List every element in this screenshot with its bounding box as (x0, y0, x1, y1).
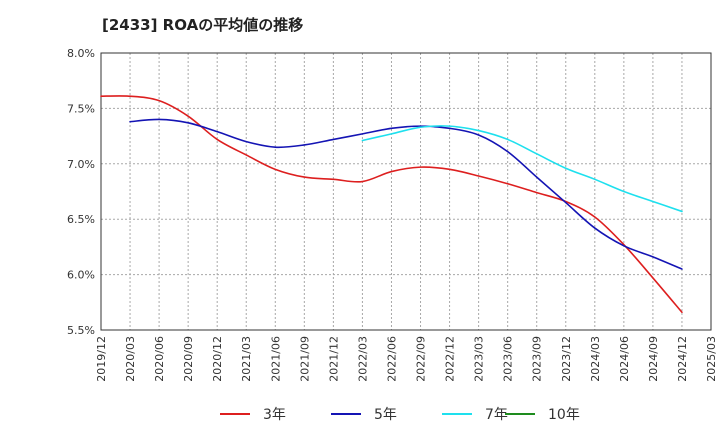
legend-label-1: 5年 (374, 407, 397, 423)
plot-frame (100, 52, 712, 331)
x-tick-label: 2020/03 (124, 336, 137, 382)
x-tick-label: 2023/03 (473, 336, 486, 382)
x-tick-label: 2021/09 (298, 336, 311, 382)
x-tick-label: 2024/03 (589, 336, 602, 382)
series-line-0 (100, 95, 683, 314)
x-tick-label: 2023/06 (502, 336, 515, 382)
x-tick-label: 2024/09 (647, 336, 660, 382)
x-tick-label: 2022/12 (444, 336, 457, 382)
x-tick-label: 2024/06 (618, 336, 631, 382)
x-tick-label: 2025/03 (705, 336, 718, 382)
x-tick-label: 2021/12 (327, 336, 340, 382)
series-line-1 (129, 118, 683, 270)
x-tick-label: 2021/06 (269, 336, 282, 382)
x-tick-label: 2023/12 (560, 336, 573, 382)
x-tick-label: 2019/12 (95, 336, 108, 382)
axes: 5.5% 6.0% 6.5% 7.0% 7.5% 8.0% 2019/12 2020/03 20… (67, 47, 718, 382)
y-tick-label: 8.0% (67, 47, 95, 60)
chart-title: [2433] ROAの平均値の推移 (102, 16, 304, 34)
legend-label-2: 7年 (485, 407, 508, 423)
x-tick-label: 2021/03 (240, 336, 253, 382)
series-line-2 (361, 125, 683, 213)
x-tick-label: 2020/06 (153, 336, 166, 382)
x-tick-label: 2022/03 (356, 336, 369, 382)
x-tick-label: 2022/09 (415, 336, 428, 382)
gridlines (100, 52, 712, 331)
x-tick-label: 2020/12 (211, 336, 224, 382)
legend-label-3: 10年 (548, 407, 580, 423)
x-tick-label: 2022/06 (385, 336, 398, 382)
y-tick-label: 7.5% (67, 102, 95, 115)
legend: 3年 5年 7年 10年 (220, 407, 580, 423)
y-tick-label: 5.5% (67, 324, 95, 337)
legend-label-0: 3年 (263, 407, 286, 423)
series-lines (100, 95, 683, 314)
x-tick-label: 2020/09 (182, 336, 195, 382)
y-tick-label: 6.0% (67, 269, 95, 282)
y-tick-label: 7.0% (67, 158, 95, 171)
y-tick-label: 6.5% (67, 213, 95, 226)
x-tick-label: 2024/12 (676, 336, 689, 382)
x-tick-label: 2023/09 (531, 336, 544, 382)
